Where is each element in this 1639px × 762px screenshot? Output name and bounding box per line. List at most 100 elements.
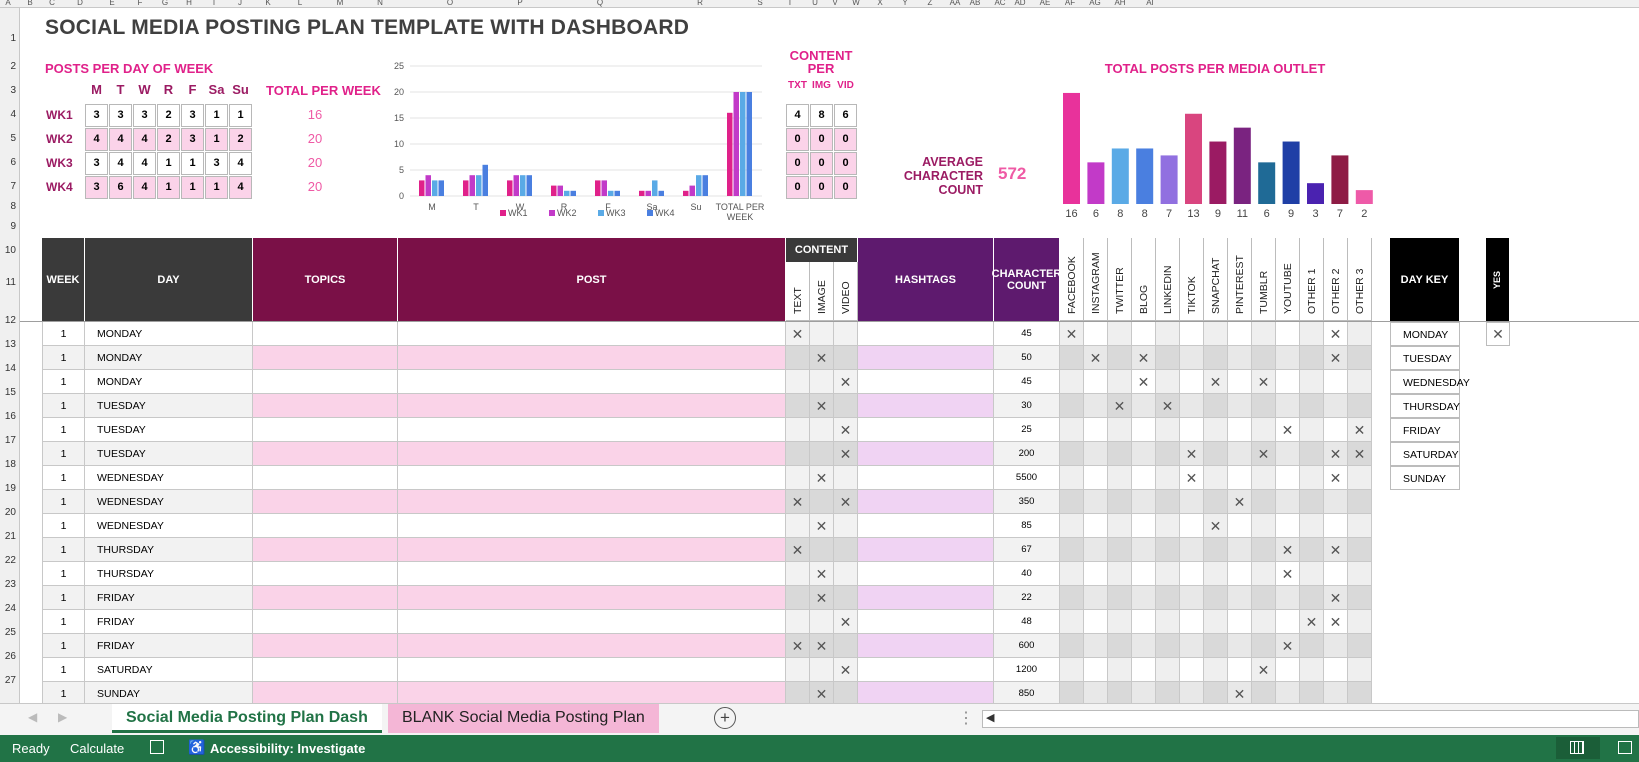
week-cell[interactable]: 1 [42, 394, 85, 418]
content-check-cell[interactable]: ✕ [834, 442, 858, 466]
day-count-cell[interactable]: 3 [109, 104, 132, 127]
day-count-cell[interactable]: 3 [181, 128, 204, 151]
column-letter[interactable]: T [787, 0, 793, 7]
char-count-cell[interactable]: 45 [994, 322, 1060, 346]
topics-cell[interactable] [253, 610, 398, 634]
outlet-check-cell[interactable]: ✕ [1180, 466, 1204, 490]
content-check-cell[interactable]: ✕ [786, 538, 810, 562]
outlet-check-cell[interactable]: ✕ [1252, 442, 1276, 466]
outlet-check-cell[interactable] [1324, 634, 1348, 658]
content-check-cell[interactable]: ✕ [786, 322, 810, 346]
macro-record-icon[interactable] [150, 740, 164, 754]
day-count-cell[interactable]: 3 [133, 104, 156, 127]
day-count-cell[interactable]: 2 [229, 128, 252, 151]
row-number[interactable]: 14 [4, 363, 16, 374]
tab-blank-plan[interactable]: BLANK Social Media Posting Plan [388, 704, 659, 733]
post-cell[interactable] [398, 514, 786, 538]
outlet-check-cell[interactable] [1156, 538, 1180, 562]
outlet-check-cell[interactable] [1252, 514, 1276, 538]
outlet-check-cell[interactable] [1252, 562, 1276, 586]
outlet-check-cell[interactable] [1108, 418, 1132, 442]
day-count-cell[interactable]: 1 [181, 176, 204, 199]
outlet-check-cell[interactable] [1348, 610, 1372, 634]
outlet-check-cell[interactable] [1180, 394, 1204, 418]
row-number[interactable]: 12 [4, 315, 16, 326]
topics-cell[interactable] [253, 514, 398, 538]
outlet-check-cell[interactable] [1060, 634, 1084, 658]
outlet-check-cell[interactable] [1276, 658, 1300, 682]
day-key-item[interactable]: FRIDAY [1390, 418, 1460, 442]
content-check-cell[interactable] [834, 466, 858, 490]
outlet-check-cell[interactable]: ✕ [1276, 634, 1300, 658]
content-check-cell[interactable] [834, 586, 858, 610]
outlet-check-cell[interactable] [1084, 394, 1108, 418]
outlet-check-cell[interactable] [1300, 658, 1324, 682]
outlet-check-cell[interactable] [1108, 586, 1132, 610]
content-check-cell[interactable]: ✕ [810, 562, 834, 586]
outlet-check-cell[interactable] [1132, 562, 1156, 586]
outlet-check-cell[interactable] [1108, 514, 1132, 538]
column-letter[interactable]: AG [1089, 0, 1101, 7]
char-count-cell[interactable]: 45 [994, 370, 1060, 394]
column-letter[interactable]: P [517, 0, 523, 7]
outlet-check-cell[interactable] [1108, 370, 1132, 394]
week-cell[interactable]: 1 [42, 466, 85, 490]
outlet-check-cell[interactable] [1156, 610, 1180, 634]
outlet-check-cell[interactable] [1132, 586, 1156, 610]
day-cell[interactable]: MONDAY [85, 322, 253, 346]
outlet-check-cell[interactable] [1228, 394, 1252, 418]
content-check-cell[interactable] [786, 370, 810, 394]
content-check-cell[interactable]: ✕ [810, 586, 834, 610]
outlet-check-cell[interactable] [1252, 586, 1276, 610]
outlet-check-cell[interactable] [1348, 538, 1372, 562]
outlet-check-cell[interactable] [1060, 346, 1084, 370]
char-count-cell[interactable]: 50 [994, 346, 1060, 370]
hashtags-cell[interactable] [858, 442, 994, 466]
topics-cell[interactable] [253, 634, 398, 658]
week-cell[interactable]: 1 [42, 370, 85, 394]
outlet-check-cell[interactable] [1156, 658, 1180, 682]
outlet-check-cell[interactable] [1108, 490, 1132, 514]
outlet-check-cell[interactable] [1060, 658, 1084, 682]
day-count-cell[interactable]: 2 [157, 128, 180, 151]
hashtags-cell[interactable] [858, 418, 994, 442]
post-cell[interactable] [398, 658, 786, 682]
day-cell[interactable]: WEDNESDAY [85, 514, 253, 538]
outlet-check-cell[interactable] [1348, 658, 1372, 682]
outlet-check-cell[interactable]: ✕ [1324, 466, 1348, 490]
outlet-check-cell[interactable] [1180, 586, 1204, 610]
outlet-check-cell[interactable] [1204, 562, 1228, 586]
char-count-cell[interactable]: 350 [994, 490, 1060, 514]
column-letter[interactable]: Y [902, 0, 908, 7]
week-cell[interactable]: 1 [42, 658, 85, 682]
day-count-cell[interactable]: 3 [85, 152, 108, 175]
content-check-cell[interactable] [786, 514, 810, 538]
outlet-check-cell[interactable]: ✕ [1084, 346, 1108, 370]
outlet-check-cell[interactable] [1300, 586, 1324, 610]
week-cell[interactable]: 1 [42, 442, 85, 466]
hashtags-cell[interactable] [858, 394, 994, 418]
outlet-check-cell[interactable] [1228, 610, 1252, 634]
post-cell[interactable] [398, 322, 786, 346]
outlet-check-cell[interactable] [1276, 394, 1300, 418]
content-check-cell[interactable] [810, 610, 834, 634]
outlet-check-cell[interactable] [1132, 658, 1156, 682]
content-check-cell[interactable] [786, 466, 810, 490]
day-cell[interactable]: TUESDAY [85, 418, 253, 442]
day-count-cell[interactable]: 4 [229, 152, 252, 175]
outlet-check-cell[interactable] [1108, 562, 1132, 586]
day-cell[interactable]: SATURDAY [85, 658, 253, 682]
day-count-cell[interactable]: 1 [181, 152, 204, 175]
content-check-cell[interactable]: ✕ [810, 514, 834, 538]
content-check-cell[interactable] [810, 442, 834, 466]
day-count-cell[interactable]: 4 [109, 128, 132, 151]
row-number[interactable]: 25 [4, 627, 16, 638]
row-number[interactable]: 24 [4, 603, 16, 614]
outlet-check-cell[interactable] [1252, 610, 1276, 634]
tab-scroll-right-icon[interactable]: ▶ [58, 710, 68, 724]
outlet-check-cell[interactable] [1060, 586, 1084, 610]
outlet-check-cell[interactable] [1156, 514, 1180, 538]
outlet-check-cell[interactable] [1180, 634, 1204, 658]
week-cell[interactable]: 1 [42, 322, 85, 346]
outlet-check-cell[interactable] [1204, 634, 1228, 658]
